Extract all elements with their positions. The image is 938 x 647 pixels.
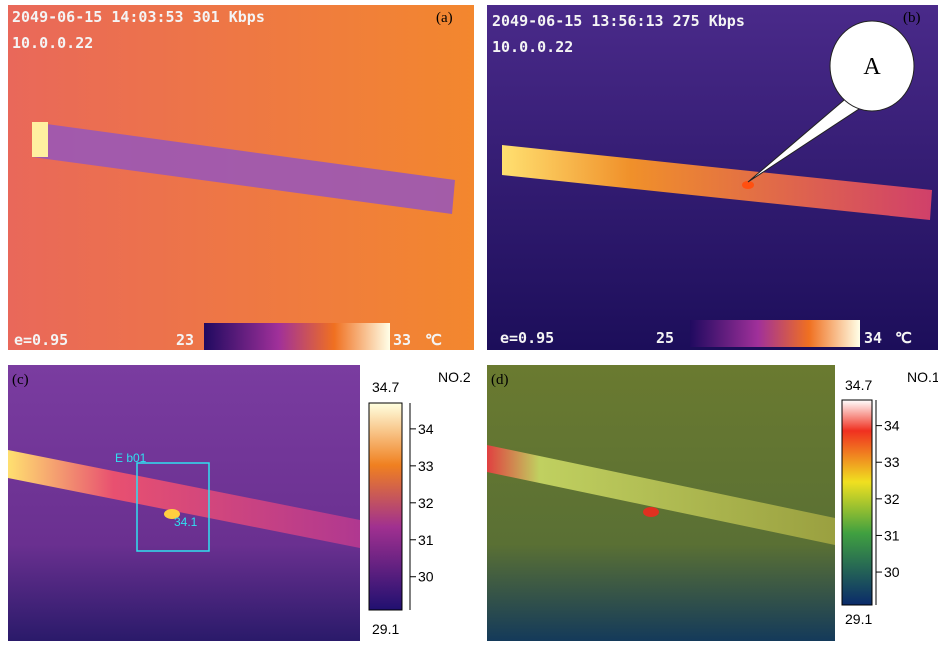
scale-max: 34.7 bbox=[372, 379, 399, 395]
ip: 10.0.0.22 bbox=[12, 34, 93, 52]
scale-tick-label: 31 bbox=[884, 527, 900, 543]
scale-tick-label: 31 bbox=[418, 532, 434, 548]
tag: NO.1 bbox=[907, 369, 938, 385]
box-label: E b01 bbox=[115, 451, 147, 465]
scale-tick-label: 34 bbox=[418, 421, 434, 437]
color-scale bbox=[842, 400, 872, 605]
panel-label: (a) bbox=[436, 10, 453, 26]
scale-tick-label: 30 bbox=[884, 564, 900, 580]
scale-tick-label: 33 bbox=[884, 454, 900, 470]
panel-label: (b) bbox=[903, 10, 921, 26]
scale-tick-label: 32 bbox=[418, 495, 434, 511]
spot-value: 34.1 bbox=[174, 515, 198, 529]
panel-d: (d) NO.1 34.7 29.1 30 31 32 33 34 bbox=[487, 365, 938, 641]
hot-spot bbox=[742, 181, 754, 189]
scale-min: 23 bbox=[176, 331, 194, 349]
callout-label: A bbox=[863, 54, 881, 80]
color-scale bbox=[204, 323, 390, 350]
tag: NO.2 bbox=[438, 369, 471, 385]
color-scale bbox=[690, 320, 860, 347]
color-scale bbox=[369, 403, 402, 610]
rod-end bbox=[32, 122, 48, 157]
scale-max: 34 bbox=[864, 329, 882, 347]
figure: 2049-06-15 14:03:53 301 Kbps 10.0.0.22 (… bbox=[0, 0, 938, 647]
panel-b: A 2049-06-15 13:56:13 275 Kbps 10.0.0.22… bbox=[487, 5, 938, 350]
scale-min: 25 bbox=[656, 329, 674, 347]
scale-tick-label: 32 bbox=[884, 491, 900, 507]
scale-max: 33 bbox=[393, 331, 411, 349]
timestamp: 2049-06-15 14:03:53 301 Kbps bbox=[12, 8, 265, 26]
scale-max: 34.7 bbox=[845, 377, 872, 393]
panel-c: E b01 34.1 (c) NO.2 34.7 29.1 30 31 32 33 34 bbox=[8, 365, 471, 641]
scale-min: 29.1 bbox=[372, 621, 399, 637]
ip: 10.0.0.22 bbox=[492, 38, 573, 56]
scale-tick-label: 30 bbox=[418, 569, 434, 585]
emissivity: e=0.95 bbox=[14, 331, 68, 349]
panel-label: (c) bbox=[12, 372, 29, 388]
unit: ℃ bbox=[895, 329, 912, 347]
emissivity: e=0.95 bbox=[500, 329, 554, 347]
scale-tick-label: 34 bbox=[884, 418, 900, 434]
unit: ℃ bbox=[425, 331, 442, 349]
panel-label: (d) bbox=[491, 372, 509, 388]
timestamp: 2049-06-15 13:56:13 275 Kbps bbox=[492, 12, 745, 30]
scale-min: 29.1 bbox=[845, 611, 872, 627]
hot-spot bbox=[643, 507, 659, 517]
panel-a: 2049-06-15 14:03:53 301 Kbps 10.0.0.22 (… bbox=[8, 5, 474, 350]
scale-tick-label: 33 bbox=[418, 458, 434, 474]
